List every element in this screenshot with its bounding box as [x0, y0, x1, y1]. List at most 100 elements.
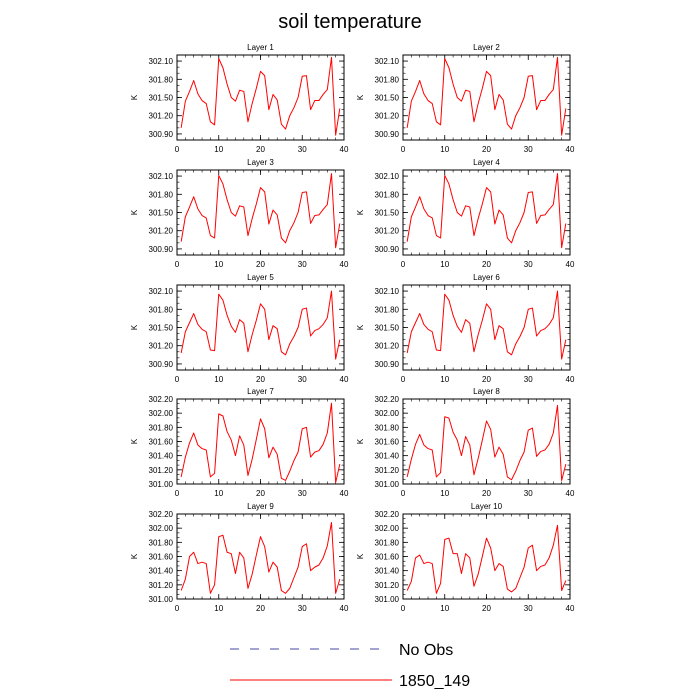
x-tick-label: 10 — [440, 489, 449, 498]
y-tick-label: 301.20 — [375, 342, 400, 351]
y-tick-label: 301.80 — [375, 423, 400, 432]
panel-title: Layer 4 — [473, 158, 500, 167]
panel-title: Layer 8 — [473, 387, 500, 396]
panel-frame — [176, 398, 345, 485]
panel-title: Layer 10 — [471, 502, 503, 511]
y-axis-label: K — [130, 438, 139, 444]
x-tick-label: 30 — [298, 145, 307, 154]
y-tick-label: 302.20 — [149, 510, 174, 519]
y-tick-label: 302.10 — [149, 287, 174, 296]
x-tick-label: 10 — [440, 375, 449, 384]
x-tick-label: 20 — [256, 489, 265, 498]
x-tick-label: 20 — [482, 375, 491, 384]
y-tick-label: 302.20 — [149, 395, 174, 404]
y-tick-label: 302.10 — [149, 172, 174, 181]
x-tick-label: 10 — [214, 260, 223, 269]
panel-frame — [402, 284, 571, 371]
x-tick-label: 40 — [340, 375, 349, 384]
y-axis-label: K — [130, 553, 139, 559]
panel-title: Layer 5 — [247, 273, 274, 282]
y-tick-label: 301.40 — [149, 567, 174, 576]
panel-title: Layer 2 — [473, 43, 500, 52]
y-tick-label: 302.00 — [375, 409, 400, 418]
y-tick-label: 301.60 — [149, 553, 174, 562]
y-tick-label: 301.80 — [375, 190, 400, 199]
x-tick-label: 40 — [566, 489, 575, 498]
x-tick-label: 40 — [566, 604, 575, 613]
series-line — [180, 56, 341, 136]
chart-title: soil temperature — [278, 11, 421, 33]
y-axis-label: K — [356, 209, 365, 215]
x-tick-label: 10 — [440, 260, 449, 269]
y-tick-label: 301.80 — [149, 305, 174, 314]
series-line — [406, 56, 567, 136]
y-tick-label: 301.20 — [375, 466, 400, 475]
x-tick-label: 10 — [214, 604, 223, 613]
x-tick-label: 40 — [566, 145, 575, 154]
legend: No Obs 1850_149 — [230, 642, 470, 690]
panel-frame — [176, 54, 345, 141]
y-tick-label: 301.50 — [149, 324, 174, 333]
panel-layer-7: Layer 7 K 301.00 301.20 301.40 301.60 301.80 30… — [130, 387, 349, 498]
y-axis-label: K — [356, 553, 365, 559]
x-tick-label: 0 — [401, 489, 406, 498]
panel-frame — [402, 513, 571, 600]
panel-layer-9: Layer 9 K 301.00 301.20 301.40 301.60 301.80 30… — [130, 502, 349, 613]
panel-title: Layer 3 — [247, 158, 274, 167]
y-tick-label: 301.00 — [375, 595, 400, 604]
panel-frame — [176, 284, 345, 371]
y-tick-label: 301.20 — [149, 342, 174, 351]
y-tick-label: 302.10 — [375, 287, 400, 296]
panel-frame — [176, 513, 345, 600]
y-tick-label: 301.40 — [375, 452, 400, 461]
x-tick-label: 0 — [175, 604, 180, 613]
x-tick-label: 40 — [566, 260, 575, 269]
series-line — [406, 404, 567, 481]
x-tick-label: 0 — [401, 604, 406, 613]
x-tick-label: 10 — [440, 604, 449, 613]
y-axis-label: K — [356, 324, 365, 330]
x-tick-label: 40 — [566, 375, 575, 384]
x-tick-label: 30 — [524, 604, 533, 613]
y-tick-label: 301.80 — [149, 190, 174, 199]
x-tick-label: 20 — [256, 604, 265, 613]
series-line — [180, 402, 341, 484]
y-tick-label: 300.90 — [149, 130, 174, 139]
panel-layer-4: Layer 4 K 300.90 301.20 301.50 301.80 302.10 0 1… — [356, 158, 575, 269]
y-tick-label: 301.20 — [149, 581, 174, 590]
y-tick-label: 301.20 — [149, 112, 174, 121]
panel-frame — [402, 398, 571, 485]
y-tick-label: 301.50 — [375, 209, 400, 218]
y-tick-label: 301.50 — [375, 94, 400, 103]
x-tick-label: 10 — [214, 489, 223, 498]
series-line — [406, 173, 567, 249]
y-axis-label: K — [356, 438, 365, 444]
y-tick-label: 301.80 — [375, 305, 400, 314]
x-tick-label: 40 — [340, 604, 349, 613]
y-tick-label: 300.90 — [149, 245, 174, 254]
x-tick-label: 40 — [340, 260, 349, 269]
y-tick-label: 301.00 — [149, 595, 174, 604]
x-tick-label: 10 — [214, 145, 223, 154]
x-tick-label: 40 — [340, 489, 349, 498]
series-line — [406, 524, 567, 594]
x-tick-label: 0 — [175, 489, 180, 498]
x-tick-label: 10 — [214, 375, 223, 384]
y-tick-label: 301.60 — [375, 438, 400, 447]
legend-1850-149-label: 1850_149 — [399, 673, 470, 690]
x-tick-label: 30 — [524, 375, 533, 384]
y-axis-label: K — [356, 94, 365, 100]
y-tick-label: 302.10 — [375, 57, 400, 66]
panel-layer-1: Layer 1 K 300.90 301.20 301.50 301.80 302.10 0 1… — [130, 43, 349, 154]
panel-title: Layer 1 — [247, 43, 274, 52]
x-tick-label: 30 — [298, 489, 307, 498]
legend-no-obs-label: No Obs — [399, 642, 453, 659]
y-tick-label: 302.20 — [375, 510, 400, 519]
y-tick-label: 301.60 — [375, 553, 400, 562]
y-tick-label: 301.60 — [149, 438, 174, 447]
panel-layer-5: Layer 5 K 300.90 301.20 301.50 301.80 302.10 0 1… — [130, 273, 349, 384]
x-tick-label: 30 — [524, 260, 533, 269]
series-line — [406, 290, 567, 360]
panel-frame — [402, 169, 571, 256]
x-tick-label: 0 — [175, 260, 180, 269]
